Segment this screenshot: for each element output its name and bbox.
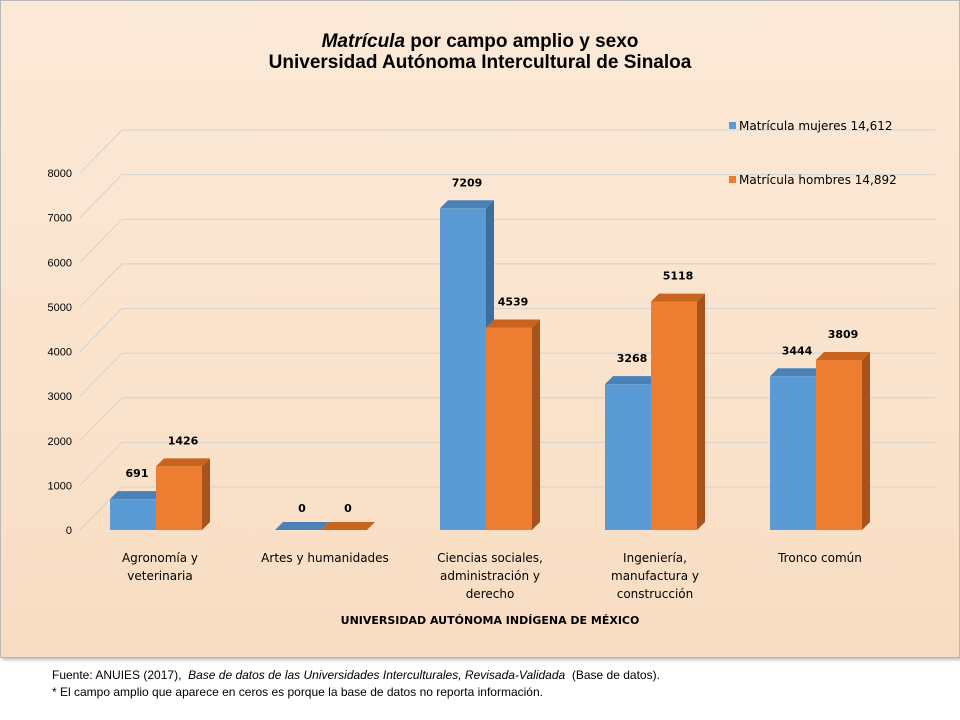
x-tick-line: construcción <box>617 587 694 601</box>
x-tick-label: Ciencias sociales, administración y derech… <box>437 551 543 601</box>
x-tick-label: Agronomía y veterinaria <box>122 551 198 583</box>
data-label-mujeres: 691 <box>126 467 149 480</box>
x-tick-line: Ingeniería, <box>623 551 687 565</box>
y-tick-label: 6000 <box>48 257 72 269</box>
bar-front <box>816 360 862 530</box>
x-tick-label: Tronco común <box>777 551 862 565</box>
source-title: Base de datos de las Universidades Inter… <box>188 668 566 682</box>
bar-mujeres <box>605 376 659 530</box>
bar-side <box>862 352 870 530</box>
source-suffix: (Base de datos). <box>571 668 660 682</box>
x-tick-line: Agronomía y <box>122 551 198 565</box>
bar-front <box>605 384 651 530</box>
source-footnote: Fuente: ANUIES (2017), Base de datos de … <box>52 668 660 682</box>
bar-side <box>202 458 210 530</box>
x-tick-line: derecho <box>466 587 515 601</box>
bar-side <box>697 293 705 530</box>
bar-hombres <box>816 352 870 530</box>
bar-top <box>816 352 870 361</box>
bar-front <box>770 376 816 530</box>
bars <box>110 200 870 530</box>
data-label-hombres: 5118 <box>663 270 694 283</box>
bar-front <box>486 327 532 530</box>
legend-label-mujeres: Matrícula mujeres 14,612 <box>739 119 893 133</box>
x-axis-title: UNIVERSIDAD AUTÓNOMA INDÍGENA DE MÉXICO <box>341 614 640 627</box>
note-footnote: * El campo amplio que aparece en ceros e… <box>52 685 543 699</box>
data-label-mujeres: 7209 <box>452 176 483 189</box>
bar-front <box>110 499 156 530</box>
bar-hombres <box>156 458 210 530</box>
y-tick-label: 8000 <box>48 168 72 180</box>
bar-hombres <box>651 293 705 530</box>
y-tick-label: 1000 <box>48 480 72 492</box>
legend-label-hombres: Matrícula hombres 14,892 <box>739 173 897 187</box>
legend-swatch-mujeres <box>729 122 736 129</box>
x-tick-line: administración y <box>440 569 540 583</box>
gridline-depth <box>79 218 123 263</box>
gridline-depth <box>79 129 123 174</box>
legend-swatch-hombres <box>729 176 736 183</box>
bar-top <box>770 368 824 377</box>
gridline-depth <box>79 263 123 308</box>
bar-front <box>156 466 202 530</box>
x-tick-line: Tronco común <box>777 551 862 565</box>
bar-mujeres <box>275 522 329 530</box>
bar-top <box>110 491 164 500</box>
bar-mujeres <box>110 491 164 530</box>
bar-chart: Matrícula por campo amplio y sexo Univer… <box>48 31 935 627</box>
x-tick-line: manufactura y <box>611 569 699 583</box>
data-label-hombres: 0 <box>344 502 352 515</box>
bar-top <box>321 522 375 530</box>
data-labels: 691 1426 0 0 7209 4539 3268 5118 3444 3809 <box>126 176 859 515</box>
data-label-hombres: 1426 <box>168 434 199 447</box>
bar-hombres <box>321 522 375 530</box>
data-label-mujeres: 0 <box>298 502 306 515</box>
x-tick-label: Ingeniería, manufactura y construcción <box>611 551 699 601</box>
gridline-depth <box>79 397 123 442</box>
source-prefix: Fuente: ANUIES (2017), <box>52 668 182 682</box>
y-tick-label: 3000 <box>48 391 72 403</box>
bar-top <box>486 319 540 328</box>
data-label-hombres: 3809 <box>828 328 859 341</box>
gridline-depth <box>79 442 123 486</box>
bar-top <box>605 376 659 385</box>
x-axis-ticks: Agronomía y veterinaria Artes y humanidade… <box>122 551 862 601</box>
data-label-mujeres: 3268 <box>617 352 648 365</box>
legend: Matrícula mujeres 14,612 Matrícula hombre… <box>729 119 897 187</box>
gridline-depth <box>79 308 123 352</box>
bar-hombres <box>486 319 540 530</box>
x-tick-line: Artes y humanidades <box>261 551 389 565</box>
data-label-mujeres: 3444 <box>782 344 813 357</box>
chart-title-italic: Matrícula <box>322 31 406 52</box>
bar-mujeres <box>770 368 824 530</box>
bar-top <box>651 293 705 302</box>
y-tick-label: 2000 <box>48 436 72 448</box>
data-label-hombres: 4539 <box>498 295 529 308</box>
y-tick-label: 4000 <box>48 347 72 359</box>
bar-front <box>440 208 486 530</box>
x-tick-line: veterinaria <box>127 569 192 583</box>
bar-top <box>275 522 329 530</box>
bar-top <box>156 458 210 467</box>
x-tick-label: Artes y humanidades <box>261 551 389 565</box>
y-tick-label: 0 <box>66 525 72 537</box>
chart-title-rest: por campo amplio y sexo <box>405 31 638 52</box>
x-tick-line: Ciencias sociales, <box>437 551 543 565</box>
chart-title-line-2: Universidad Autónoma Intercultural de Si… <box>269 52 692 73</box>
y-tick-label: 7000 <box>48 213 72 225</box>
bar-mujeres <box>440 200 494 530</box>
y-axis-ticks: 0 1000 2000 3000 4000 5000 6000 7000 8000 <box>48 168 72 537</box>
chart-title-line-1: Matrícula por campo amplio y sexo <box>322 31 639 52</box>
y-tick-label: 5000 <box>48 302 72 314</box>
gridline-depth <box>79 174 123 218</box>
gridline-depth <box>79 352 123 397</box>
bar-side <box>532 319 540 530</box>
bar-top <box>440 200 494 209</box>
bar-front <box>651 301 697 530</box>
